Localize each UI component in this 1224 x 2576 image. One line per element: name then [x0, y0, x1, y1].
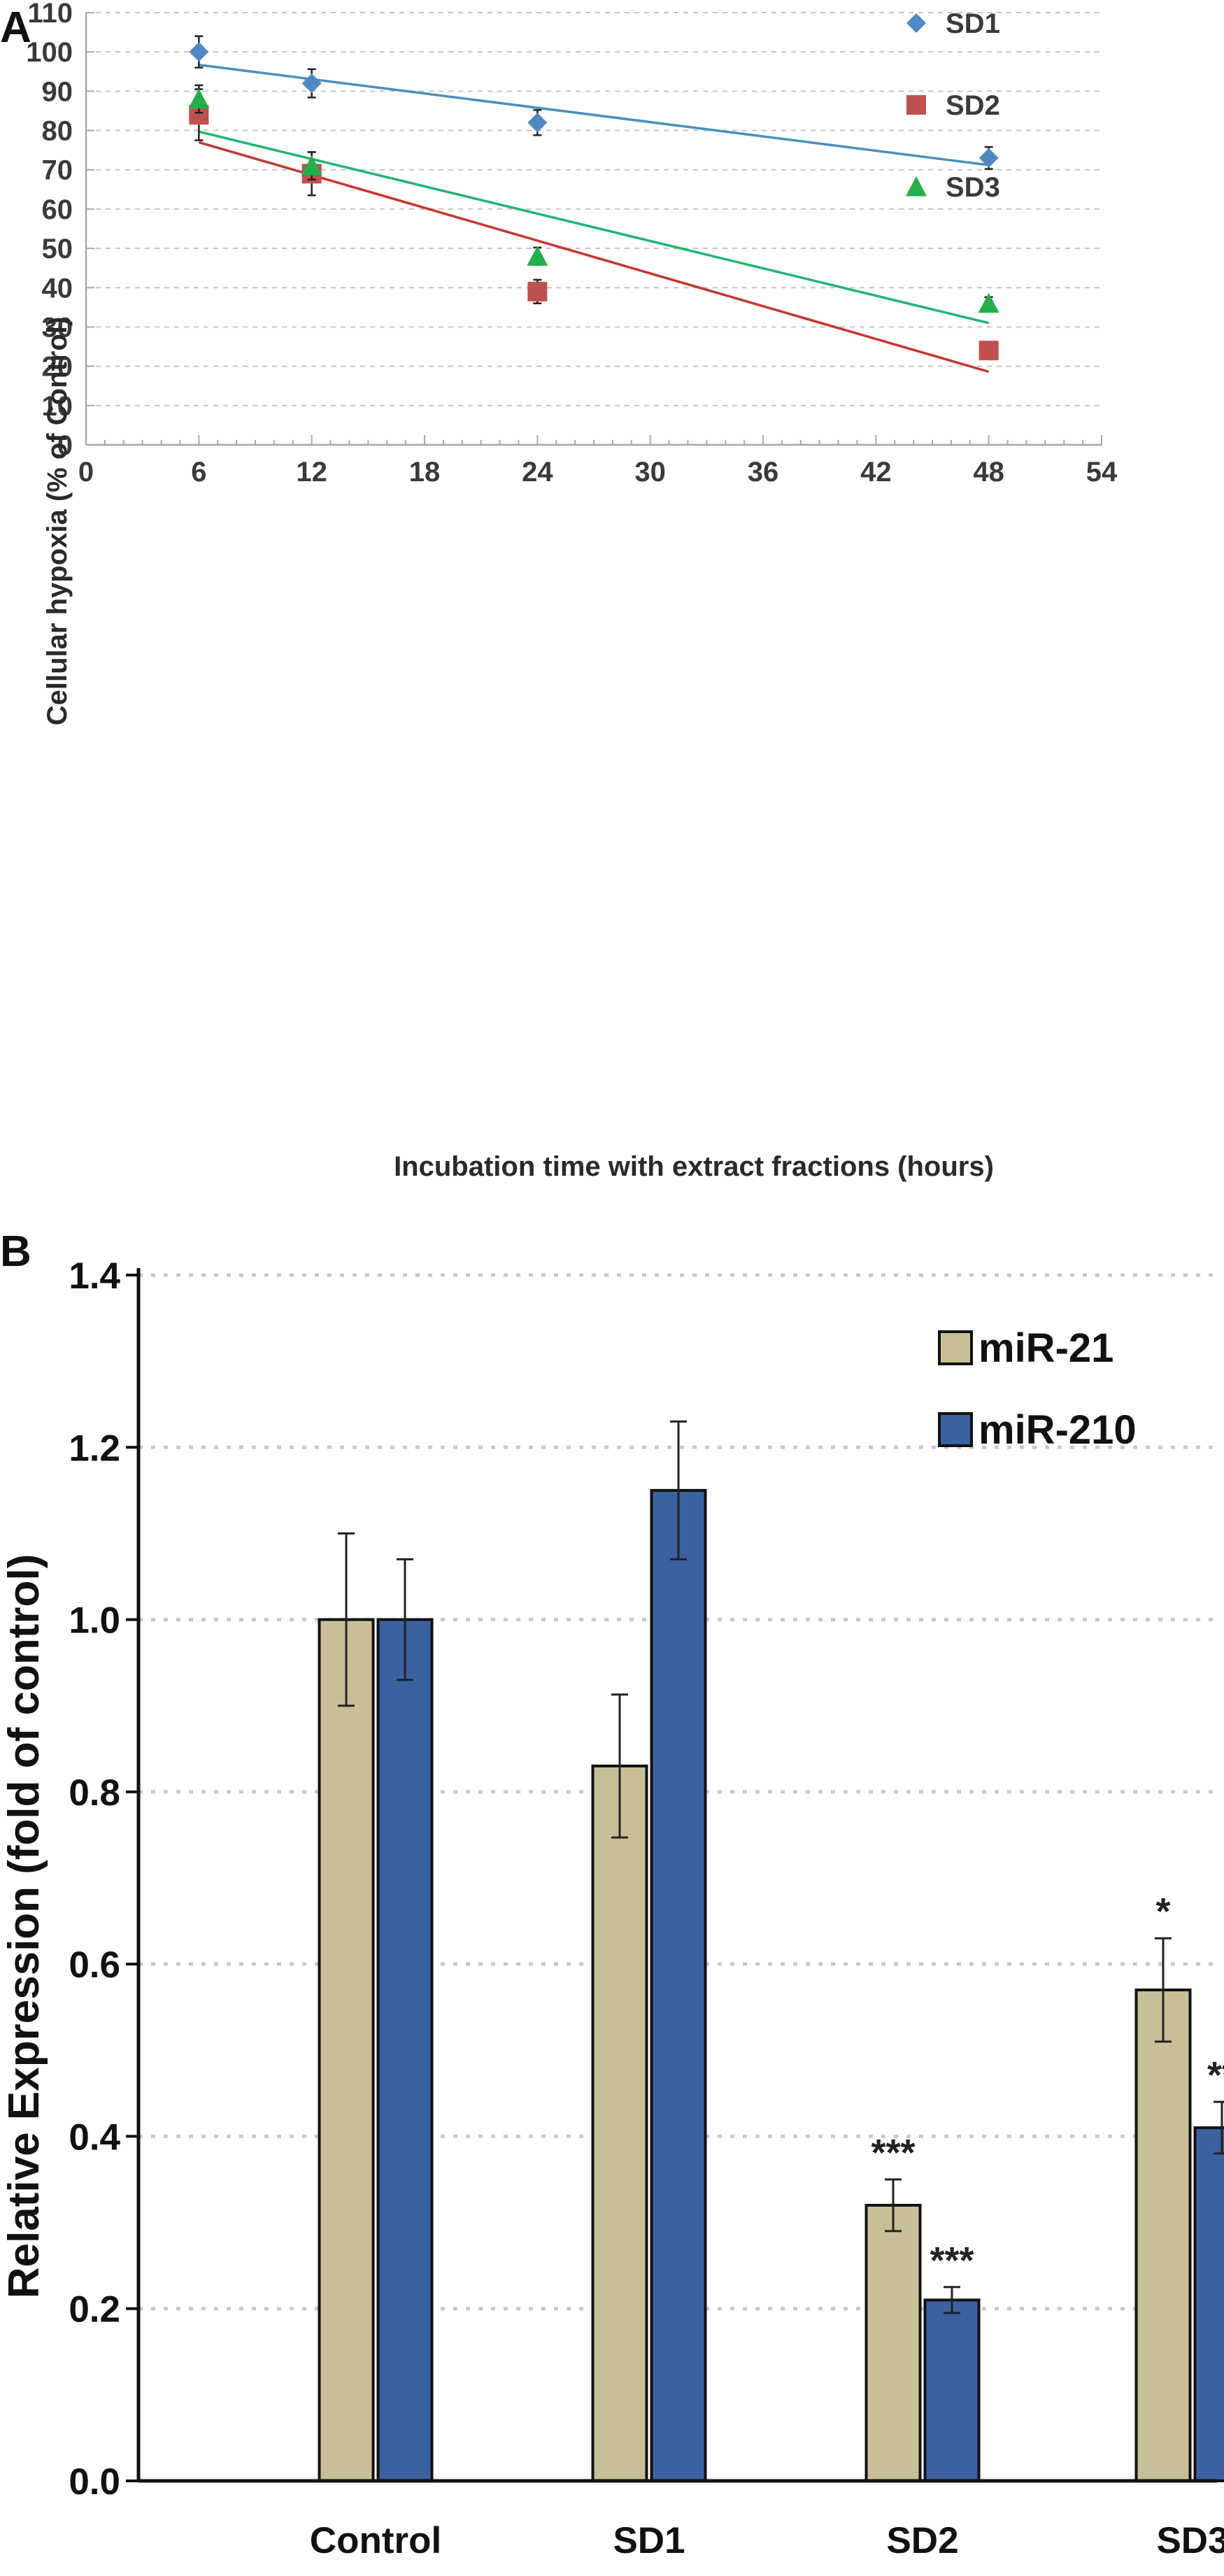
b-y-tick-label: 0.4: [69, 2116, 120, 2158]
sd1-data-point: [527, 113, 548, 133]
sd2-legend-label: SD2: [946, 90, 1000, 121]
a-legend: SD1 SD2 SD3: [906, 8, 1000, 203]
mir-210-legend-label: miR-210: [979, 1407, 1137, 1453]
mir-21-legend-swatch: [938, 1330, 973, 1365]
mir-21-bar: [1134, 1988, 1192, 2482]
sd3-legend-label: SD3: [946, 172, 1000, 203]
a-x-tick-label: 42: [860, 457, 892, 488]
sd2-legend-marker: [906, 95, 926, 115]
sd1-legend-marker: [906, 13, 926, 33]
mir-21-significance-label: *: [1155, 1891, 1170, 1933]
a-x-tick-label: 6: [191, 457, 206, 488]
a-y-tick-label: 80: [42, 116, 73, 147]
sd1-data-point: [301, 73, 322, 94]
b-y-tick-label: 0.6: [69, 1944, 120, 1986]
sd1-legend-label: SD1: [946, 8, 1000, 39]
b-y-tick-label: 0.8: [69, 1772, 120, 1814]
b-category-label: SD1: [613, 2520, 685, 2561]
b-legend: miR-21 miR-210: [938, 1325, 1137, 1453]
b-y-axis-title: Relative Expression (fold of control): [0, 1554, 48, 2298]
mir-210-legend-swatch: [938, 1412, 973, 1447]
a-y-axis-title: Cellular hypoxia (% of Control): [42, 317, 73, 725]
sd1-data-point: [189, 42, 209, 62]
sd3-data-point: [978, 292, 999, 313]
mir-21-significance-label: ***: [871, 2132, 915, 2174]
a-data-points: [188, 35, 999, 361]
a-y-tick-label: 40: [42, 273, 73, 304]
a-y-tick-label: 60: [42, 194, 73, 225]
sd2-data-point: [527, 281, 548, 301]
sd3-data-point: [527, 245, 548, 266]
a-gridlines: [86, 12, 1102, 406]
sd3-data-point: [301, 155, 322, 176]
mir-21-legend-label: miR-21: [979, 1325, 1113, 1371]
sd2-data-point: [979, 341, 999, 361]
a-trendlines: [198, 63, 990, 373]
a-y-tick-label: 100: [26, 37, 73, 68]
b-bars: *********: [318, 1420, 1224, 2483]
sd3-trendline: [198, 130, 990, 325]
panel-b: B ********* 0.00.20.40.60.81.01.21.4Cont…: [0, 1227, 1224, 2561]
panel-a: A 0 10 20 30 40 50 60 70 80 90 100 110 0 6 12 18 24 30 36 4…: [0, 0, 1118, 1182]
mir-210-bar: [376, 1618, 434, 2483]
a-y-tick-label: 20: [42, 352, 73, 383]
sd1-trendline: [199, 63, 989, 166]
a-axes: [85, 12, 1102, 446]
b-axes: [126, 1268, 1217, 2483]
b-y-tick-label: 1.4: [69, 1255, 120, 1297]
mir-21-bar: [591, 1764, 648, 2482]
a-x-tick-label: 0: [78, 457, 94, 488]
a-x-axis-title: Incubation time with extract fractions (…: [394, 1151, 994, 1182]
mir-210-significance-label: ***: [930, 2240, 974, 2282]
a-x-tick-label: 36: [748, 457, 779, 488]
b-y-tick-label: 0.0: [69, 2461, 120, 2503]
b-tick-labels: 0.0 0.2 0.4 0.6 0.8 1.0 1.2 1.4 Control SD1 SD2 SD3: [69, 1255, 1224, 2561]
a-y-tick-label: 70: [42, 155, 73, 186]
a-x-tick-label: 54: [1086, 457, 1118, 488]
a-x-tick-label: 18: [409, 457, 441, 488]
b-y-tick-label: 1.0: [69, 1600, 120, 1642]
a-x-tick-label: 48: [973, 457, 1004, 488]
a-y-tick-label: 30: [42, 312, 73, 343]
a-x-tick-label: 30: [634, 457, 666, 488]
panel-a-letter: A: [0, 3, 31, 52]
a-y-tick-label: 10: [42, 391, 73, 422]
b-category-label: SD2: [886, 2520, 958, 2561]
b-y-tick-label: 0.2: [69, 2289, 120, 2331]
sd3-legend-marker: [906, 176, 927, 197]
mir-21-bar: [864, 2203, 922, 2482]
mir-210-significance-label: **: [1207, 2054, 1224, 2096]
sd2-trendline: [198, 141, 990, 373]
a-tick-labels: 0 10 20 30 40 50 60 70 80 90 100 110 0 6 12 18 24 30 36 42 4…: [26, 0, 1118, 488]
sd3-data-point: [188, 88, 210, 109]
b-category-label: SD3: [1156, 2520, 1224, 2561]
sd1-data-point: [979, 148, 999, 168]
a-x-tick-label: 24: [522, 457, 553, 488]
panel-b-letter: B: [0, 1227, 31, 1276]
a-y-tick-label: 110: [27, 0, 73, 29]
b-y-tick-label: 1.2: [69, 1428, 120, 1469]
a-y-tick-label: 90: [42, 76, 73, 107]
a-x-tick-label: 12: [296, 457, 327, 488]
a-y-tick-label: 50: [42, 234, 73, 264]
a-y-tick-label: 0: [57, 430, 73, 461]
mir-210-bar: [1193, 2126, 1224, 2482]
mir-210-bar: [923, 2298, 981, 2482]
b-category-label: Control: [310, 2520, 441, 2561]
mir-210-bar: [650, 1488, 707, 2482]
mir-21-bar: [318, 1618, 375, 2483]
